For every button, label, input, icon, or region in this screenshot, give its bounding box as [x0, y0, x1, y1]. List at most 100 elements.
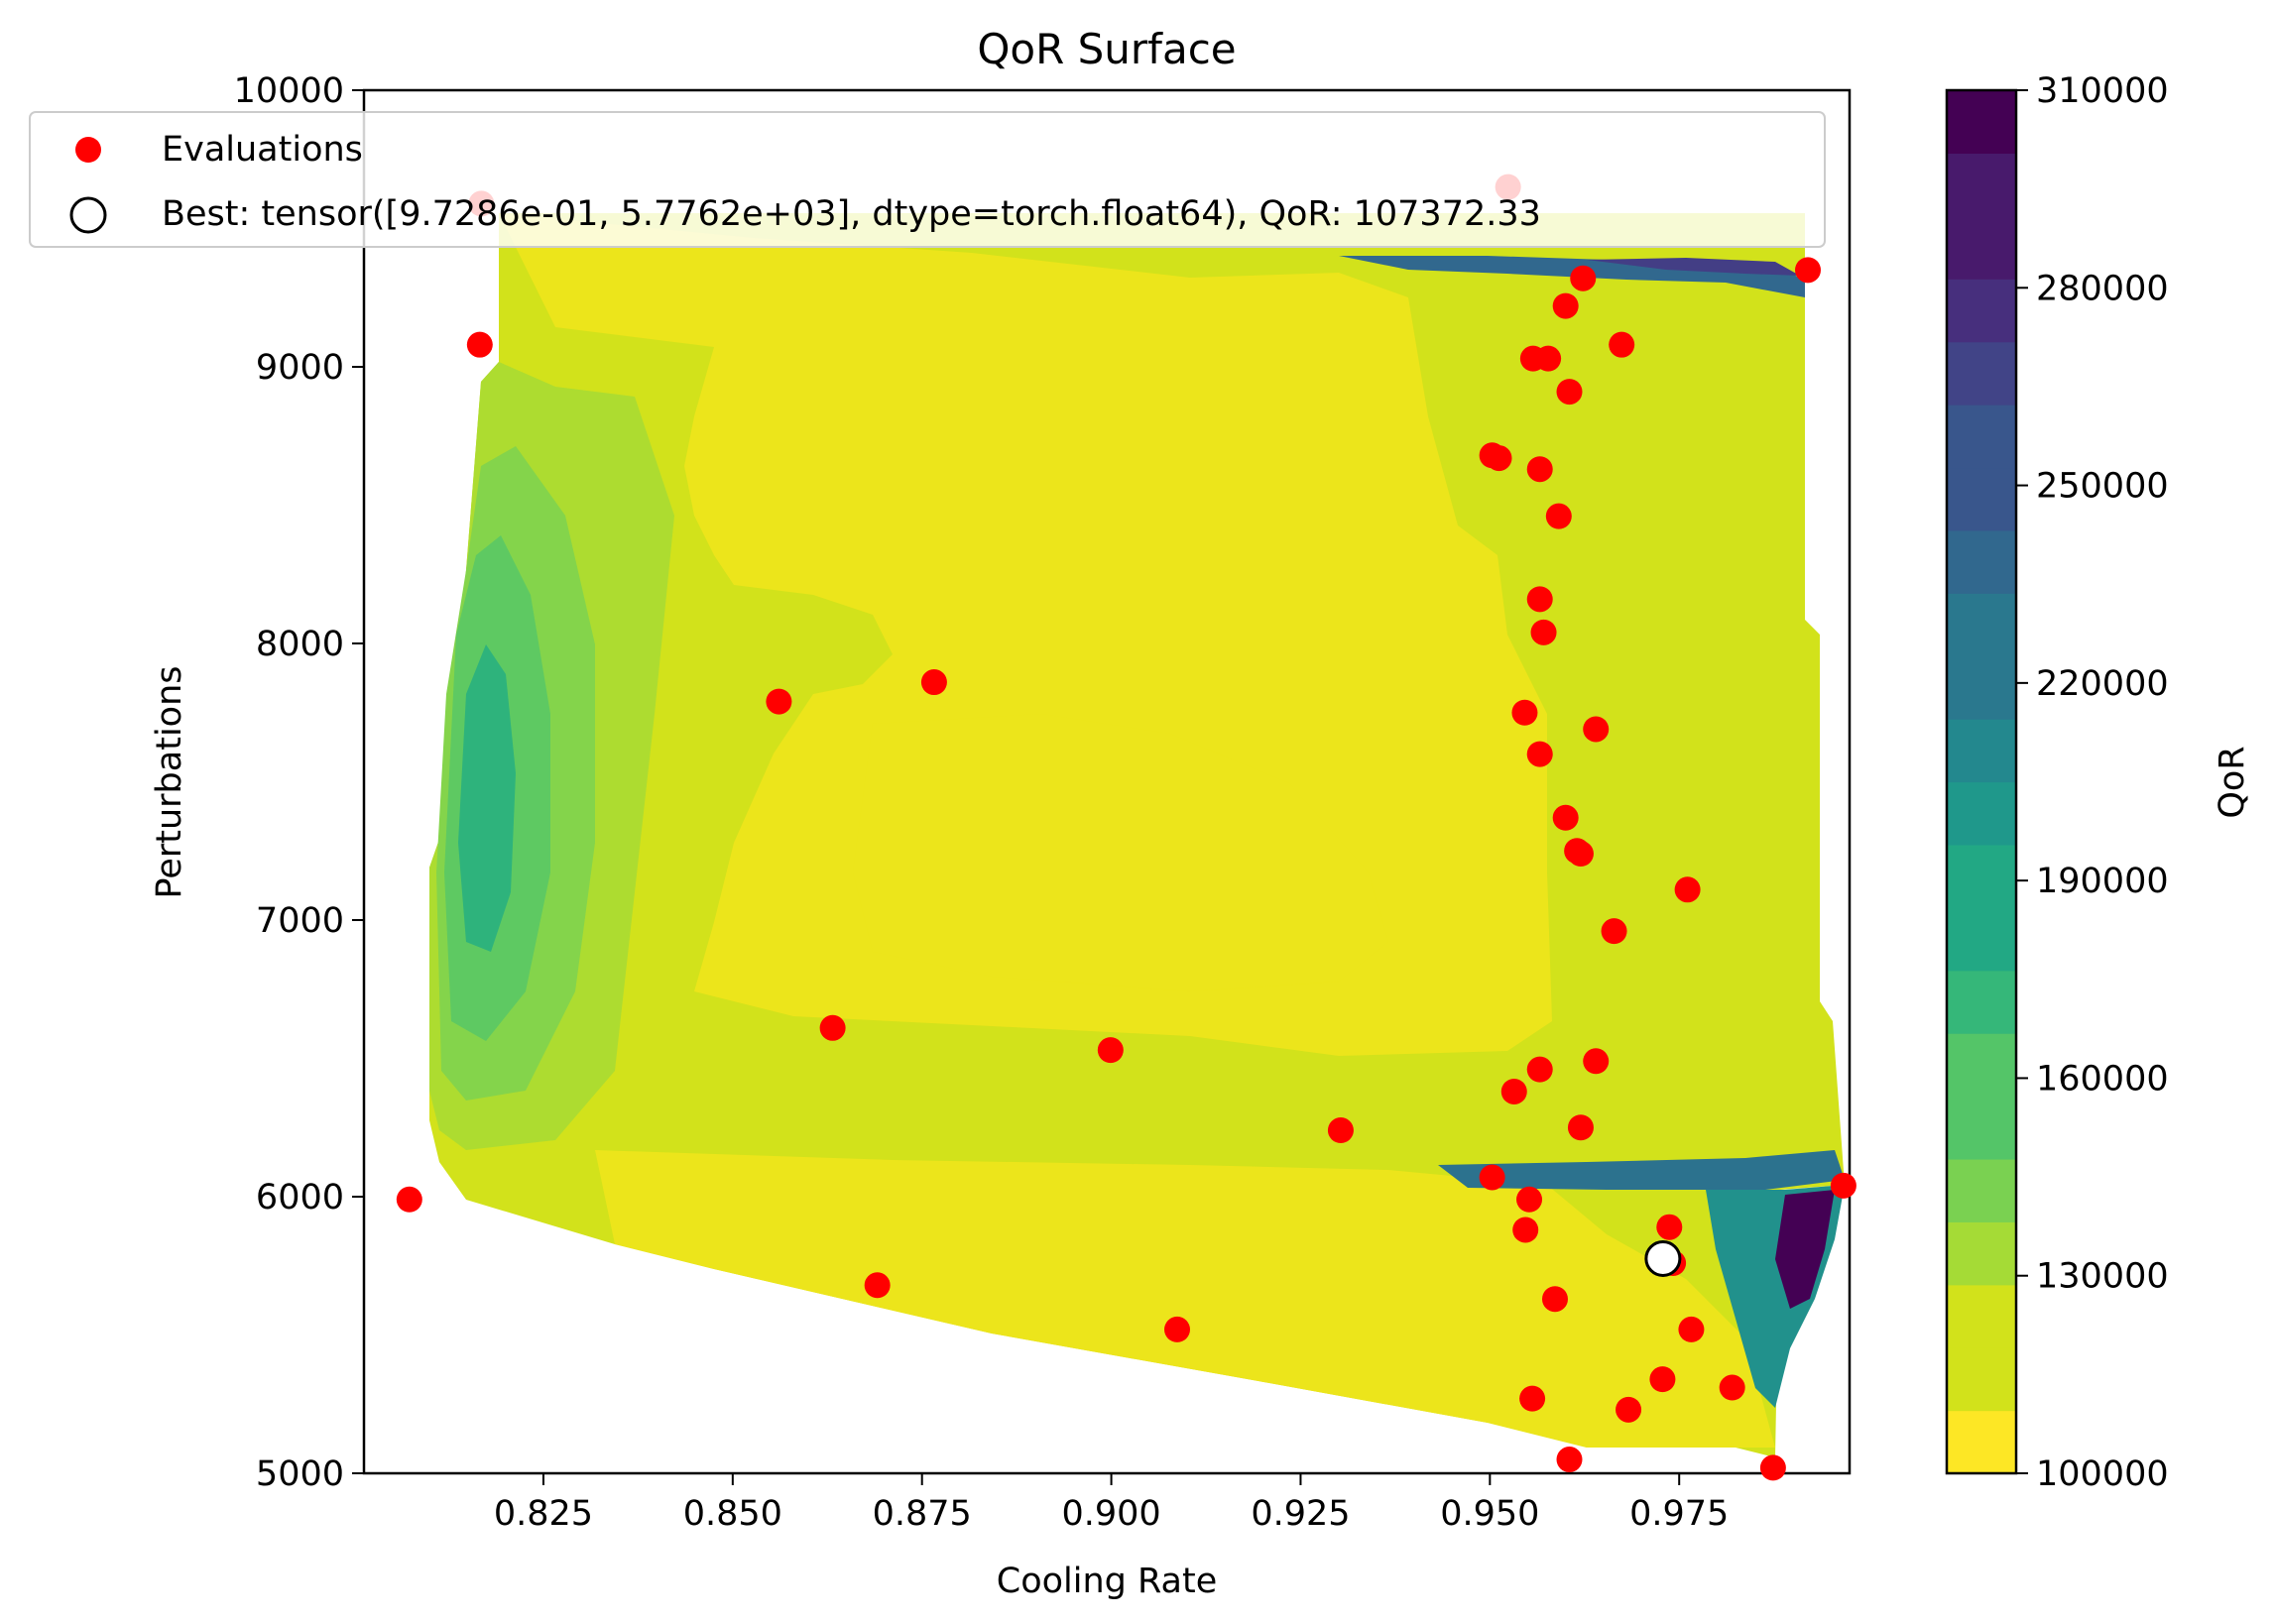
x-tick-label: 0.900 [1061, 1494, 1160, 1534]
evaluation-point [1567, 841, 1594, 868]
evaluation-point [819, 1014, 846, 1041]
colorbar-ticks: 100000 130000 160000 190000 220000 250000 2800… [2016, 71, 2169, 1494]
evaluation-point [1570, 265, 1597, 291]
plot-frame [362, 88, 1852, 1475]
colorbar-band [1947, 1347, 2016, 1412]
evaluation-point [864, 1272, 891, 1299]
evaluation-point [1097, 1037, 1124, 1064]
x-axis-ticks: 0.825 0.850 0.875 0.900 0.925 0.950 0.975 [494, 1473, 1729, 1534]
evaluation-point [1512, 1217, 1539, 1243]
evaluation-point [1678, 1316, 1705, 1342]
x-axis-label: Cooling Rate [997, 1562, 1218, 1601]
evaluation-point [1541, 1286, 1568, 1313]
x-tick-label: 0.925 [1251, 1494, 1350, 1534]
evaluation-point [1583, 716, 1610, 743]
evaluation-point [1719, 1374, 1745, 1401]
evaluation-point [766, 688, 792, 715]
colorbar-bands [1947, 90, 2016, 1474]
legend-box [29, 111, 1826, 248]
evaluation-point [1479, 1164, 1505, 1191]
evaluation-point [1511, 699, 1538, 726]
y-tick-label: 5000 [256, 1454, 344, 1494]
colorbar-band [1947, 1221, 2016, 1286]
colorbar-band [1947, 1033, 2016, 1098]
surface-region-low-2 [595, 1150, 1775, 1448]
evaluation-point [1616, 1396, 1642, 1423]
evaluation-point [1530, 619, 1557, 645]
colorbar-band [1947, 1158, 2016, 1222]
evaluation-point [1516, 1186, 1543, 1213]
colorbar-band [1947, 90, 2016, 155]
evaluation-point [1552, 292, 1579, 319]
colorbar-band [1947, 153, 2016, 217]
contour-surface [429, 213, 1845, 1457]
y-tick-label: 10000 [234, 71, 344, 111]
colorbar-band [1947, 781, 2016, 846]
y-axis-label: Perturbations [150, 665, 189, 898]
y-tick-label: 6000 [256, 1178, 344, 1218]
evaluation-point [1601, 918, 1627, 945]
colorbar-band [1947, 593, 2016, 657]
legend-evaluations-marker [75, 137, 101, 163]
colorbar-band [1947, 655, 2016, 720]
evaluation-point [466, 331, 493, 358]
evaluation-point [1567, 1114, 1594, 1141]
evaluation-point [1526, 456, 1553, 483]
best-point [1644, 1239, 1682, 1277]
evaluation-point [1649, 1366, 1676, 1393]
colorbar-band [1947, 279, 2016, 343]
colorbar-tick-label: 280000 [2036, 269, 2169, 308]
x-tick-label: 0.825 [494, 1494, 593, 1534]
evaluation-point [1535, 345, 1562, 372]
evaluation-point [1556, 1447, 1583, 1473]
surface-region-peak [1775, 1190, 1835, 1309]
evaluation-point [1552, 804, 1579, 831]
surface-region-mid-4 [458, 644, 516, 952]
colorbar-band [1947, 215, 2016, 280]
evaluation-point [1327, 1117, 1354, 1144]
colorbar-tick-label: 190000 [2036, 862, 2169, 901]
y-tick-label: 8000 [256, 625, 344, 664]
evaluation-point [1830, 1172, 1856, 1199]
colorbar-tick-label: 220000 [2036, 664, 2169, 704]
colorbar-band [1947, 405, 2016, 469]
colorbar-band [1947, 1410, 2016, 1474]
evaluation-point [1609, 331, 1635, 358]
evaluation-point [1500, 1078, 1527, 1104]
legend-evaluations-label: Evaluations [162, 130, 363, 170]
legend-best-marker [69, 196, 107, 234]
y-axis-ticks: 5000 6000 7000 8000 9000 10000 [234, 71, 364, 1494]
x-tick-label: 0.975 [1629, 1494, 1729, 1534]
evaluation-point [920, 669, 947, 696]
colorbar-band [1947, 1096, 2016, 1160]
x-tick-label: 0.950 [1440, 1494, 1539, 1534]
colorbar-tick-label: 130000 [2036, 1257, 2169, 1297]
evaluation-point [1656, 1214, 1683, 1240]
colorbar-tick-label: 250000 [2036, 467, 2169, 507]
chart-title: QoR Surface [977, 25, 1236, 73]
x-tick-label: 0.875 [873, 1494, 972, 1534]
evaluation-point [1526, 741, 1553, 767]
surface-region-high-top-dark [1587, 258, 1800, 276]
colorbar-band [1947, 907, 2016, 972]
evaluation-point [1556, 379, 1583, 406]
colorbar: 100000 130000 160000 190000 220000 250000 2800… [1945, 71, 2252, 1494]
evaluation-point [1674, 876, 1701, 903]
surface-region-low-3 [853, 714, 1388, 991]
evaluation-point [1795, 257, 1822, 284]
evaluation-point [1759, 1454, 1786, 1481]
evaluation-point [1519, 1385, 1546, 1412]
colorbar-band [1947, 970, 2016, 1034]
evaluation-point [1583, 1048, 1610, 1075]
evaluation-point [396, 1186, 422, 1213]
colorbar-band [1947, 1284, 2016, 1348]
colorbar-tick-label: 160000 [2036, 1059, 2169, 1099]
evaluation-point [1526, 586, 1553, 613]
colorbar-tick-label: 100000 [2036, 1454, 2169, 1494]
evaluation-point [1486, 445, 1512, 472]
legend-best-label: Best: tensor([9.7286e-01, 5.7762e+03], d… [162, 194, 1541, 234]
colorbar-band [1947, 467, 2016, 531]
y-tick-label: 9000 [256, 348, 344, 388]
best-point-marker [1644, 1239, 1682, 1277]
